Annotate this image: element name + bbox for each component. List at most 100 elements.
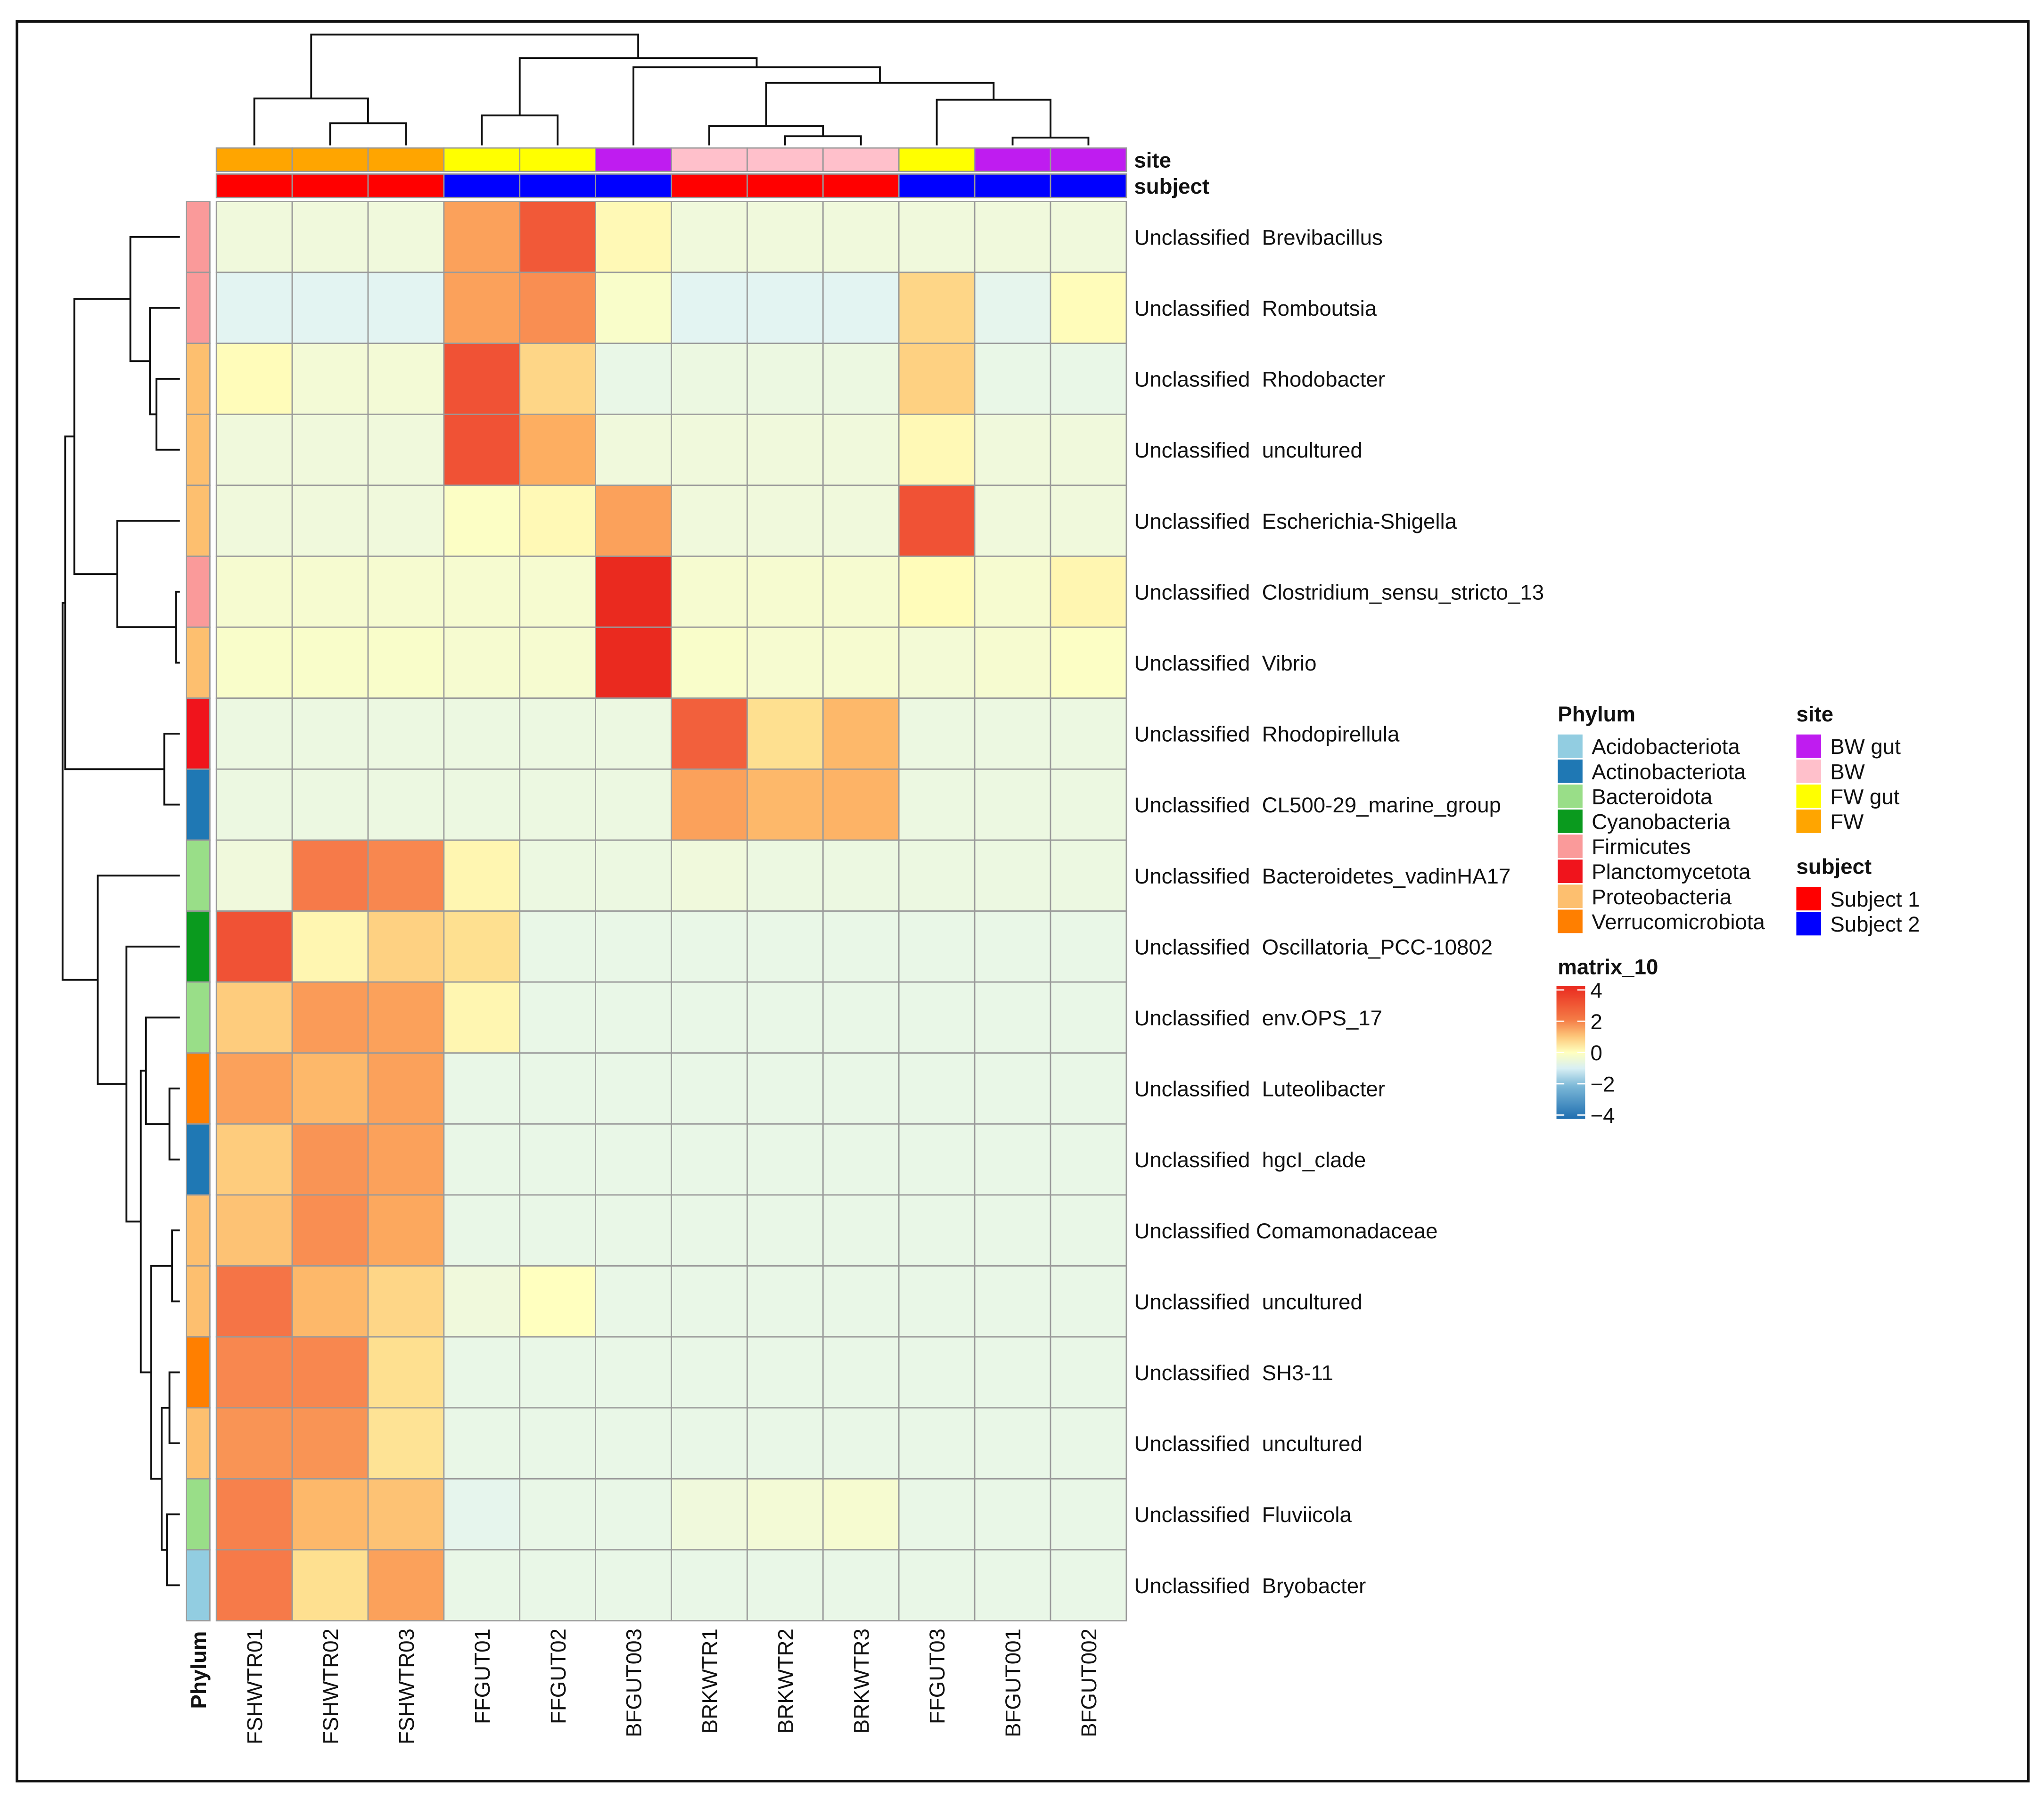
dendrogram-branch xyxy=(145,1016,180,1125)
column-label: BRKWTR3 xyxy=(849,1628,873,1734)
heatmap-cell xyxy=(519,343,597,415)
heatmap-cell xyxy=(215,768,293,841)
heatmap-cell xyxy=(595,626,672,699)
heatmap-cell xyxy=(898,271,976,344)
heatmap-cell xyxy=(822,1407,900,1480)
heatmap-cell xyxy=(1050,484,1127,557)
heatmap-cell xyxy=(671,1194,748,1267)
heatmap-cell xyxy=(443,271,521,344)
site-legend-label: FW xyxy=(1830,810,1863,834)
heatmap-cell xyxy=(671,1407,748,1480)
heatmap-cell xyxy=(747,1336,824,1409)
heatmap-cell xyxy=(215,626,293,699)
dendrogram-branch xyxy=(253,98,369,146)
heatmap-cell xyxy=(519,201,597,273)
heatmap-cell xyxy=(595,343,672,415)
heatmap-cell xyxy=(215,413,293,486)
dendrogram-branch xyxy=(168,1371,180,1445)
site-annotation-cell xyxy=(671,147,748,172)
phylum-legend-label: Planctomycetota xyxy=(1592,860,1751,884)
row-label: Unclassified Oscillatoria_PCC-10802 xyxy=(1134,935,1493,959)
phylum-legend-swatch xyxy=(1558,784,1583,808)
heatmap-cell xyxy=(595,201,672,273)
heatmap-cell xyxy=(519,768,597,841)
heatmap-cell xyxy=(974,343,1051,415)
heatmap-cell xyxy=(898,1407,976,1480)
heatmap-cell xyxy=(671,413,748,486)
column-label: FSHWTR02 xyxy=(319,1628,343,1744)
heatmap-cell xyxy=(747,484,824,557)
dendrogram-branch xyxy=(481,114,559,146)
dendrogram-branch xyxy=(329,122,407,146)
heatmap-cell xyxy=(595,1194,672,1267)
heatmap-cell xyxy=(595,839,672,912)
heatmap-cell xyxy=(747,626,824,699)
heatmap-cell xyxy=(519,1123,597,1196)
heatmap-cell xyxy=(898,343,976,415)
phylum-annotation-cell xyxy=(186,1336,211,1409)
heatmap-cell xyxy=(215,1052,293,1125)
column-label: BFGUT001 xyxy=(1001,1628,1025,1737)
heatmap-cell xyxy=(595,1407,672,1480)
heatmap-cell xyxy=(367,1478,445,1551)
site-legend-swatch xyxy=(1796,759,1822,783)
dendrogram-branch xyxy=(784,135,862,146)
heatmap-cell xyxy=(671,1336,748,1409)
phylum-legend-label: Bacteroidota xyxy=(1592,785,1713,809)
heatmap-cell xyxy=(367,1265,445,1338)
subject-annotation-cell xyxy=(291,173,369,198)
heatmap-cell xyxy=(291,1478,369,1551)
heatmap-cell xyxy=(215,1194,293,1267)
heatmap-cell xyxy=(367,1123,445,1196)
heatmap-cell xyxy=(747,910,824,983)
heatmap-cell xyxy=(974,556,1051,628)
heatmap-cell xyxy=(595,1123,672,1196)
heatmap-cell xyxy=(367,484,445,557)
column-dendrogram xyxy=(253,33,1090,146)
phylum-annotation-cell xyxy=(186,1194,211,1267)
phylum-legend-title: Phylum xyxy=(1558,702,1635,726)
heatmap-cell xyxy=(1050,1407,1127,1480)
site-annotation-cell xyxy=(595,147,672,172)
column-label: BFGUT003 xyxy=(622,1628,646,1737)
heatmap-cell xyxy=(747,839,824,912)
heatmap-cell xyxy=(519,1265,597,1338)
heatmap-cell xyxy=(443,343,521,415)
dendrogram-branch xyxy=(116,520,180,629)
heatmap-cell xyxy=(443,556,521,628)
heatmap-cell xyxy=(443,768,521,841)
heatmap-cell xyxy=(1050,1549,1127,1621)
color-scale-tick-label: 2 xyxy=(1590,1010,1602,1034)
heatmap-cell xyxy=(519,626,597,699)
heatmap-cell xyxy=(291,626,369,699)
heatmap-cell xyxy=(898,1478,976,1551)
heatmap-cell xyxy=(822,626,900,699)
phylum-annotation-cell xyxy=(186,271,211,344)
site-annotation-cell xyxy=(443,147,521,172)
phylum-legend-label: Proteobacteria xyxy=(1592,885,1732,909)
heatmap-cell xyxy=(974,201,1051,273)
phylum-annotation-cell xyxy=(186,1052,211,1125)
heatmap-cell xyxy=(519,910,597,983)
site-legend-label: BW gut xyxy=(1830,735,1901,759)
heatmap-cell xyxy=(367,1336,445,1409)
heatmap-cell xyxy=(443,484,521,557)
heatmap-cell xyxy=(519,1549,597,1621)
dendrogram-branch xyxy=(64,435,164,770)
heatmap-cell xyxy=(519,1194,597,1267)
heatmap-cell xyxy=(367,839,445,912)
heatmap-cell xyxy=(595,1478,672,1551)
heatmap-cell xyxy=(671,484,748,557)
dendrogram-branch xyxy=(97,875,180,1085)
row-label: Unclassified uncultured xyxy=(1134,438,1362,462)
subject-annotation-cell xyxy=(822,173,900,198)
heatmap-cell xyxy=(443,1052,521,1125)
heatmap-cell xyxy=(974,1478,1051,1551)
color-scale-title: matrix_10 xyxy=(1558,955,1658,979)
heatmap-cell xyxy=(291,768,369,841)
heatmap-cell xyxy=(291,1407,369,1480)
subject-annotation-cell xyxy=(974,173,1051,198)
heatmap-cell xyxy=(747,343,824,415)
heatmap-cell xyxy=(519,1052,597,1125)
color-scale-tick-label: 0 xyxy=(1590,1041,1602,1065)
